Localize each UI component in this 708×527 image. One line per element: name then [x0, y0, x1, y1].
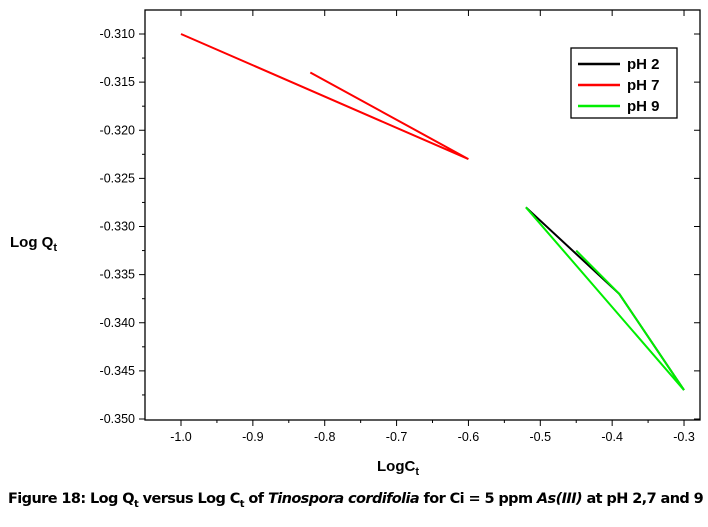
legend-box — [570, 47, 678, 119]
x-tick-label: -0.4 — [601, 430, 623, 444]
y-axis-label: Log Qt — [10, 234, 57, 254]
y-tick-label: -0.325 — [100, 171, 135, 185]
series-line-ph-7 — [180, 33, 469, 161]
x-tick-label: -1.0 — [170, 430, 192, 444]
x-tick-label: -0.3 — [673, 430, 695, 444]
legend-label: pH 9 — [627, 98, 660, 115]
plot-frame — [144, 9, 701, 421]
legend: pH 2 pH 7 pH 9 — [570, 47, 678, 119]
chart: -1.0 -0.9 -0.8 -0.7 -0.6 -0.5 -0.4 -0.3 -0.310-… — [10, 9, 701, 478]
legend-label: pH 7 — [627, 77, 660, 94]
x-axis-label: LogCt — [377, 458, 419, 478]
y-tick-label: -0.310 — [100, 27, 135, 41]
y-tick-label: -0.335 — [100, 268, 135, 282]
y-ticks: -0.310 -0.315 -0.320 -0.325 -0.330 -0.335 -0.3… — [100, 27, 700, 426]
x-tick-label: -0.8 — [314, 430, 336, 444]
y-tick-label: -0.320 — [100, 123, 135, 137]
y-tick-label: -0.340 — [100, 316, 135, 330]
x-tick-label: -0.7 — [386, 430, 408, 444]
legend-label: pH 2 — [627, 56, 660, 73]
x-tick-label: -0.6 — [458, 430, 480, 444]
y-tick-label: -0.315 — [100, 75, 135, 89]
figure-caption: Figure 18: Log Qt versus Log Ct of Tinos… — [8, 491, 704, 510]
x-tick-label: -0.5 — [530, 430, 552, 444]
y-tick-label: -0.350 — [100, 412, 135, 426]
y-tick-label: -0.330 — [100, 220, 135, 234]
x-ticks: -1.0 -0.9 -0.8 -0.7 -0.6 -0.5 -0.4 -0.3 — [170, 10, 695, 444]
x-tick-label: -0.9 — [242, 430, 264, 444]
series-line-ph-9 — [525, 206, 685, 391]
axes-frame — [144, 9, 701, 421]
series-lines — [180, 33, 685, 391]
y-tick-label: -0.345 — [100, 364, 135, 378]
